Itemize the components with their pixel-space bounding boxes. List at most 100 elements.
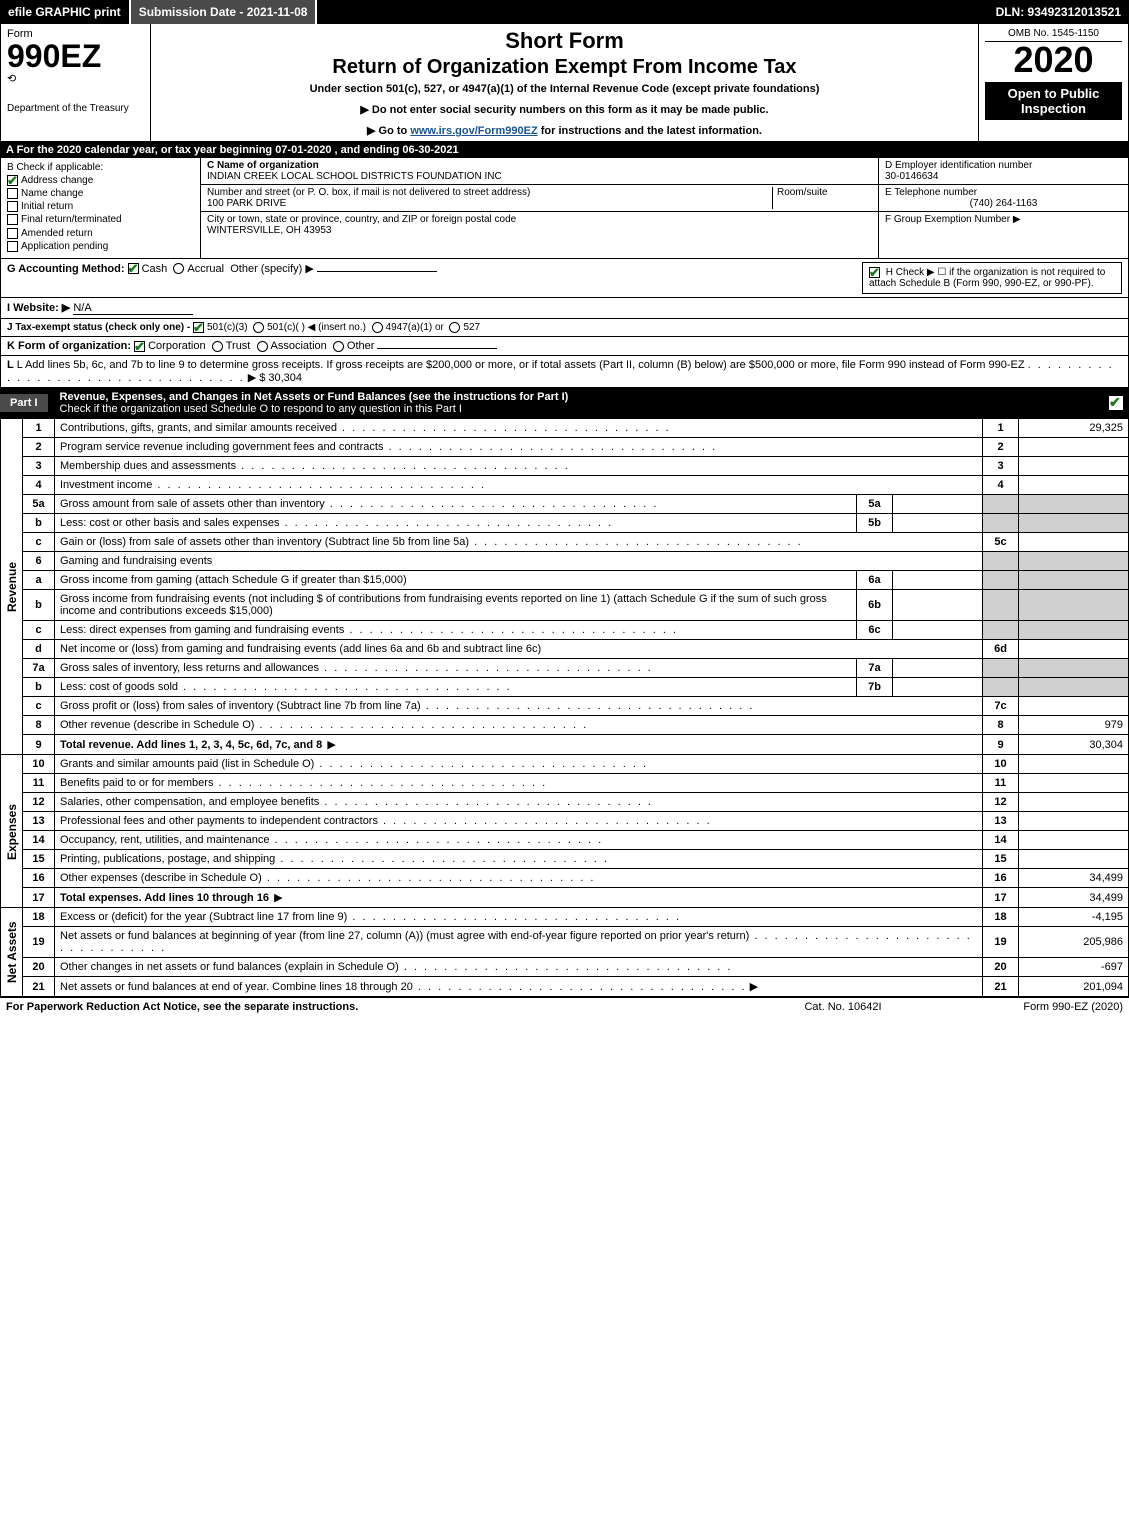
line-12: 12 Salaries, other compensation, and emp… — [1, 793, 1129, 812]
chk-address-change[interactable]: Address change — [7, 175, 194, 186]
line-amount: 201,094 — [1019, 977, 1129, 997]
part-1-checkbox[interactable] — [1109, 396, 1123, 410]
line-num: 16 — [23, 869, 55, 888]
chk-final-return[interactable]: Final return/terminated — [7, 214, 194, 225]
line-4: 4 Investment income 4 — [1, 476, 1129, 495]
line-desc: Less: cost of goods sold — [60, 681, 512, 693]
sub-amount — [893, 678, 983, 697]
chk-501c3[interactable] — [193, 322, 204, 333]
line-num: 1 — [23, 419, 55, 438]
line-ref: 4 — [983, 476, 1019, 495]
line-num: 11 — [23, 774, 55, 793]
g-prefix: G Accounting Method: — [7, 263, 125, 275]
line-ref: 5c — [983, 533, 1019, 552]
line-desc: Printing, publications, postage, and shi… — [60, 853, 609, 865]
header-center: Short Form Return of Organization Exempt… — [151, 24, 978, 141]
footer-right: Form 990-EZ (2020) — [943, 1001, 1123, 1013]
footer: For Paperwork Reduction Act Notice, see … — [0, 997, 1129, 1016]
line-ref: 17 — [983, 888, 1019, 908]
line-14: 14 Occupancy, rent, utilities, and maint… — [1, 831, 1129, 850]
i-prefix: I Website: ▶ — [7, 302, 70, 314]
chk-corp[interactable] — [134, 341, 145, 352]
chk-name-change[interactable]: Name change — [7, 188, 194, 199]
chk-initial-return[interactable]: Initial return — [7, 201, 194, 212]
part-1-label: Part I — [0, 394, 48, 412]
line-ref: 9 — [983, 735, 1019, 755]
sub-ref: 6a — [857, 571, 893, 590]
efile-graphic-print[interactable]: efile GRAPHIC print — [0, 0, 131, 24]
header-left: Form 990EZ ⟲ Department of the Treasury — [1, 24, 151, 141]
line-desc: Gaming and fundraising events — [55, 552, 983, 571]
line-desc: Professional fees and other payments to … — [60, 815, 712, 827]
line-ref: 12 — [983, 793, 1019, 812]
line-desc: Net assets or fund balances at end of ye… — [60, 981, 747, 993]
k-prefix: K Form of organization: — [7, 340, 131, 352]
open-to-public: Open to Public Inspection — [985, 82, 1122, 120]
line-desc: Gross sales of inventory, less returns a… — [60, 662, 653, 674]
row-i: I Website: ▶ N/A — [1, 298, 1128, 319]
tax-year: 2020 — [985, 42, 1122, 78]
line-3: 3 Membership dues and assessments 3 — [1, 457, 1129, 476]
chk-amended-return[interactable]: Amended return — [7, 228, 194, 239]
line-desc: Total revenue. Add lines 1, 2, 3, 4, 5c,… — [60, 739, 322, 751]
dots-arrow — [322, 739, 338, 751]
line-6d: d Net income or (loss) from gaming and f… — [1, 640, 1129, 659]
radio-accrual[interactable] — [173, 263, 184, 274]
line-19: 19 Net assets or fund balances at beginn… — [1, 927, 1129, 958]
org-name-row: C Name of organization INDIAN CREEK LOCA… — [201, 158, 878, 185]
checkbox-icon[interactable] — [7, 228, 18, 239]
shade-cell — [1019, 659, 1129, 678]
dln: DLN: 93492312013521 — [988, 0, 1129, 24]
line-ref: 21 — [983, 977, 1019, 997]
phone-value: (740) 264-1163 — [885, 198, 1122, 209]
checkbox-icon[interactable] — [7, 214, 18, 225]
line-ref: 16 — [983, 869, 1019, 888]
line-desc: Grants and similar amounts paid (list in… — [60, 758, 648, 770]
shade-cell — [983, 678, 1019, 697]
line-num: 2 — [23, 438, 55, 457]
form-number: 990EZ — [7, 40, 144, 72]
chk-h[interactable] — [869, 267, 880, 278]
radio-assoc[interactable] — [257, 341, 268, 352]
radio-4947[interactable] — [372, 322, 383, 333]
shade-cell — [983, 495, 1019, 514]
line-num: b — [23, 678, 55, 697]
j-prefix: J Tax-exempt status (check only one) - — [7, 322, 190, 333]
line-amount: 29,325 — [1019, 419, 1129, 438]
shade-cell — [983, 590, 1019, 621]
radio-527[interactable] — [449, 322, 460, 333]
line-ref: 18 — [983, 908, 1019, 927]
radio-other[interactable] — [333, 341, 344, 352]
line-num: 10 — [23, 755, 55, 774]
line-ref: 8 — [983, 716, 1019, 735]
line-desc: Net income or (loss) from gaming and fun… — [60, 643, 541, 655]
chk-cash[interactable] — [128, 263, 139, 274]
line-amount — [1019, 476, 1129, 495]
line-amount — [1019, 831, 1129, 850]
g-other-input[interactable] — [317, 271, 437, 272]
checkbox-icon[interactable] — [7, 175, 18, 186]
line-amount: -4,195 — [1019, 908, 1129, 927]
checkbox-icon[interactable] — [7, 201, 18, 212]
checkbox-icon[interactable] — [7, 188, 18, 199]
return-title: Return of Organization Exempt From Incom… — [157, 56, 972, 79]
irs-link[interactable]: www.irs.gov/Form990EZ — [410, 125, 537, 137]
l-text: L Add lines 5b, 6c, and 7b to line 9 to … — [17, 359, 1025, 371]
check-if-applicable: B Check if applicable: Address change Na… — [1, 158, 201, 258]
checkbox-icon[interactable] — [7, 241, 18, 252]
submission-date: Submission Date - 2021-11-08 — [131, 0, 318, 24]
sub-ref: 7a — [857, 659, 893, 678]
shade-cell — [1019, 678, 1129, 697]
line-amount — [1019, 438, 1129, 457]
dots-arrow — [269, 892, 285, 904]
radio-501c[interactable] — [253, 322, 264, 333]
radio-trust[interactable] — [212, 341, 223, 352]
k-other-input[interactable] — [377, 348, 497, 349]
chk-application-pending[interactable]: Application pending — [7, 241, 194, 252]
f-label: F Group Exemption Number ▶ — [885, 214, 1021, 225]
line-amount — [1019, 850, 1129, 869]
g-cash-label: Cash — [142, 263, 168, 275]
line-7c: c Gross profit or (loss) from sales of i… — [1, 697, 1129, 716]
revenue-label: Revenue — [1, 419, 23, 755]
phone-row: E Telephone number (740) 264-1163 — [879, 185, 1128, 212]
